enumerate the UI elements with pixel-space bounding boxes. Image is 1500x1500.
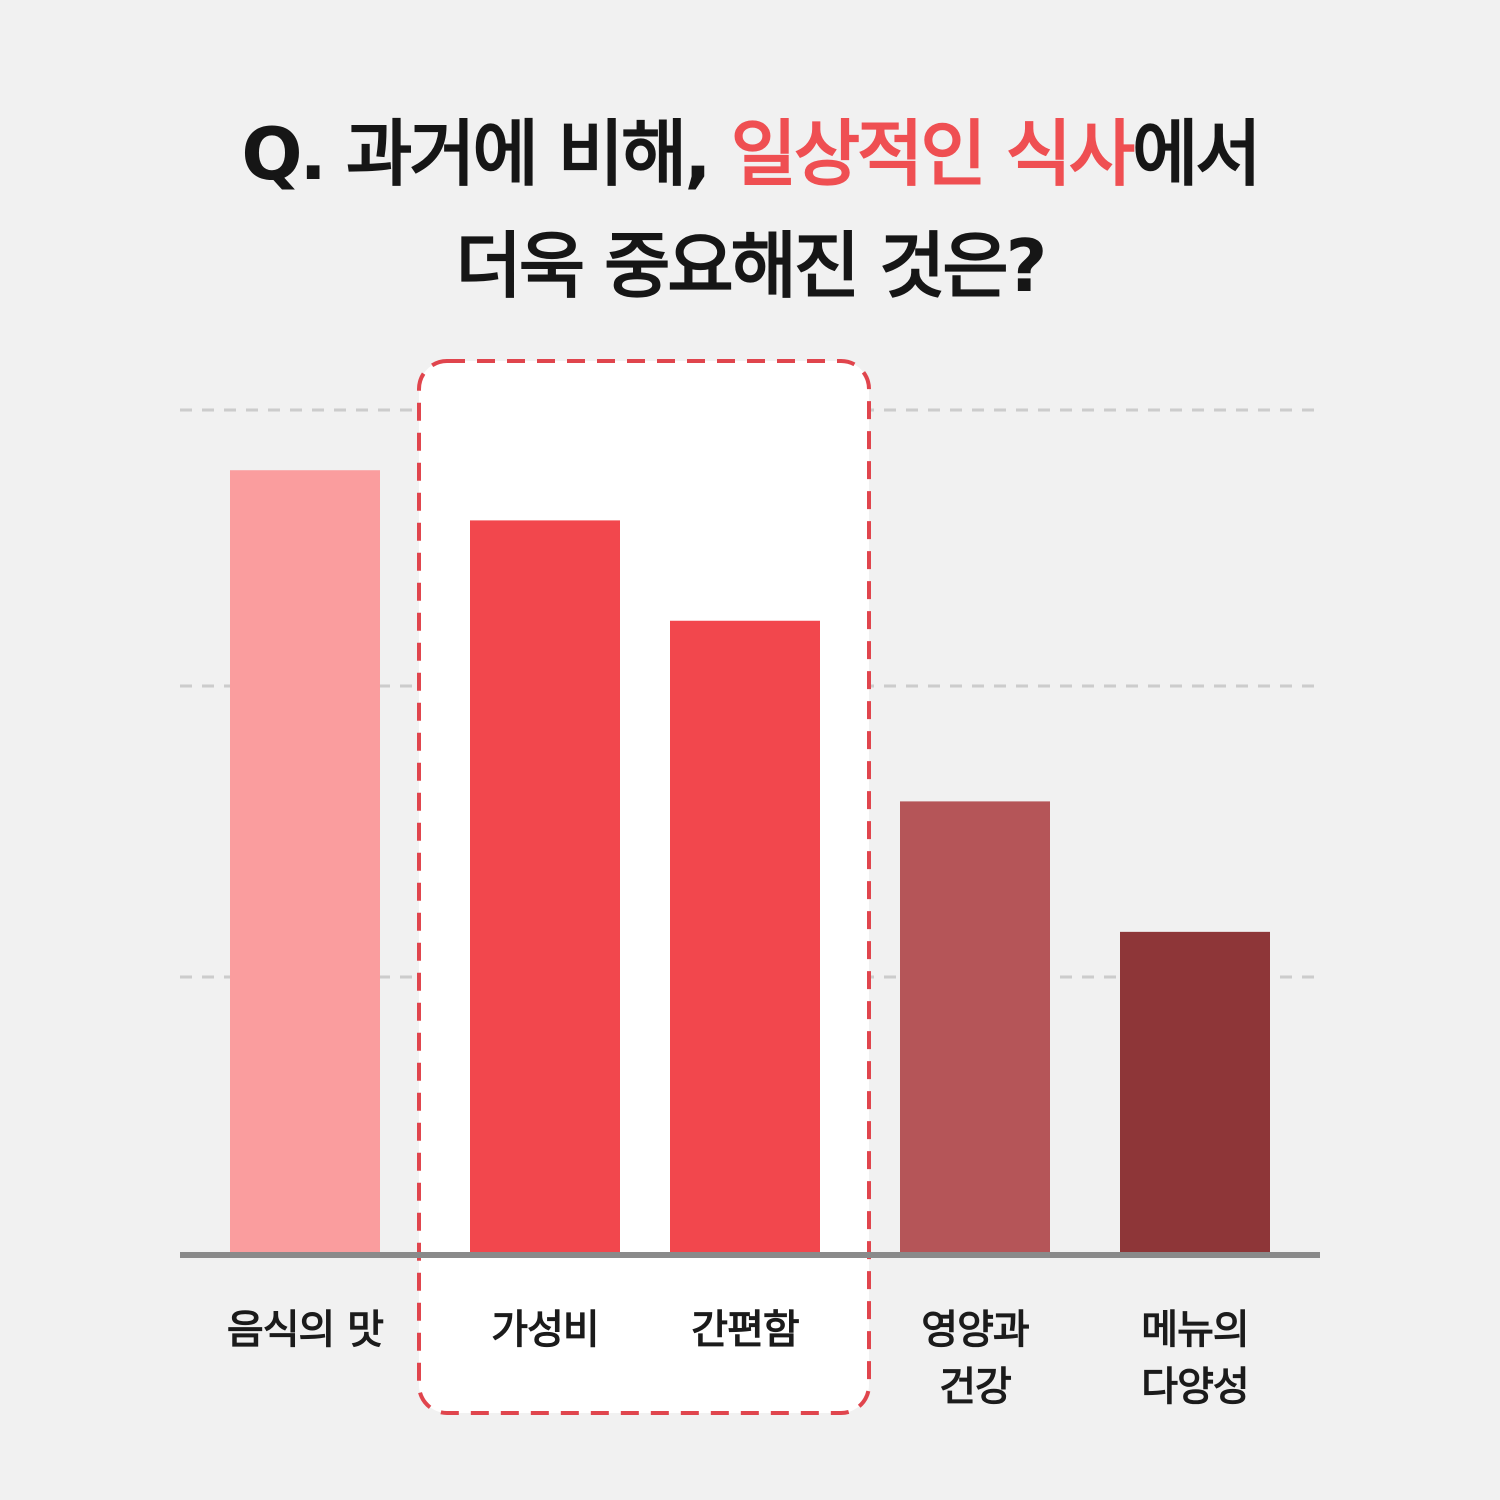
title-part-2: 에서 — [1132, 112, 1261, 196]
category-label-3: 간편함 — [691, 1307, 800, 1353]
category-label-line: 간편함 — [691, 1307, 800, 1353]
title-line-2: 더욱 중요해진 것은? — [455, 224, 1048, 308]
bar-3 — [670, 620, 820, 1253]
page-title: Q. 과거에 비해, 일상적인 식사에서 더욱 중요해진 것은? — [0, 98, 1500, 322]
title-part-1: Q. 과거에 비해, — [241, 112, 731, 196]
category-label-line: 메뉴의 — [1141, 1307, 1248, 1353]
bars — [230, 470, 1270, 1253]
category-label-line: 다양성 — [1141, 1364, 1248, 1410]
bar-5 — [1120, 931, 1270, 1253]
category-label-line: 영양과 — [921, 1307, 1030, 1353]
bar-2 — [470, 520, 620, 1253]
category-label-line: 음식의 맛 — [227, 1307, 384, 1353]
bar-1 — [230, 470, 380, 1253]
bar-4 — [900, 801, 1050, 1253]
title-highlight: 일상적인 식사 — [730, 112, 1136, 196]
category-label-2: 가성비 — [491, 1307, 598, 1353]
category-label-1: 음식의 맛 — [227, 1307, 384, 1353]
category-label-line: 가성비 — [491, 1307, 598, 1353]
category-label-line: 건강 — [939, 1364, 1012, 1410]
title-line-1: Q. 과거에 비해, 일상적인 식사에서 — [0, 98, 1500, 210]
